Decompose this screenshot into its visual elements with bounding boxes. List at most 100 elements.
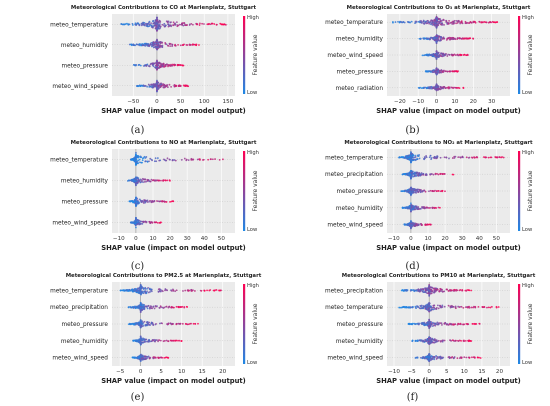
feature-label: meteo_wind_speed	[52, 356, 108, 362]
feature-label: meteo_precipitation	[325, 172, 383, 178]
x-tick-label: 20	[442, 236, 450, 242]
x-tick-label: −20	[394, 99, 406, 105]
shap-point	[177, 322, 180, 325]
shap-point	[459, 322, 462, 325]
shap-point	[139, 310, 142, 313]
shap-point	[159, 66, 161, 69]
shap-point	[421, 54, 424, 57]
feature-label: meteo_wind_speed	[327, 53, 383, 59]
shap-point	[151, 221, 154, 224]
shap-point	[188, 24, 191, 26]
shap-point	[443, 339, 446, 342]
shap-point	[435, 57, 438, 60]
shap-point	[129, 179, 131, 182]
shap-point	[135, 291, 138, 294]
shap-point	[428, 310, 431, 313]
shap-point	[179, 323, 181, 326]
shap-point	[199, 159, 201, 161]
shap-point	[431, 308, 433, 311]
shap-point	[452, 70, 454, 73]
shap-point	[174, 290, 177, 293]
shap-point	[421, 190, 424, 193]
shap-point	[417, 223, 420, 226]
shap-point	[432, 71, 435, 74]
shap-point	[410, 288, 412, 291]
chart-title: Meteorological Contributions to O₃ at Ma…	[347, 5, 531, 11]
shap-point	[155, 19, 158, 22]
shap-point	[410, 225, 412, 228]
shap-point	[410, 177, 412, 180]
shap-point	[442, 339, 445, 342]
colorbar-low-label: Low	[522, 90, 533, 96]
feature-label: meteo_wind_speed	[327, 223, 383, 229]
shap-point	[459, 156, 461, 159]
shap-point	[457, 19, 460, 22]
shap-point	[439, 23, 442, 26]
shap-point	[448, 53, 451, 56]
shap-point	[152, 306, 155, 308]
x-tick-label: 30	[184, 236, 192, 242]
shap-point	[156, 40, 158, 43]
shap-point	[127, 23, 130, 26]
shap-point	[157, 27, 159, 29]
shap-point	[178, 339, 181, 342]
shap-point	[427, 309, 429, 312]
shap-point	[131, 200, 134, 203]
shap-point	[157, 42, 160, 45]
shap-point	[442, 19, 445, 21]
x-axis-label: SHAP value (impact on model output)	[101, 377, 246, 385]
x-axis-label: SHAP value (impact on model output)	[101, 107, 246, 115]
shap-point	[137, 307, 139, 309]
shap-point	[186, 323, 189, 326]
shap-point	[167, 306, 170, 309]
shap-point	[159, 290, 162, 293]
shap-point	[193, 43, 195, 46]
shap-point	[147, 83, 150, 86]
shap-point	[404, 306, 407, 309]
shap-point	[398, 156, 401, 159]
shap-point	[459, 305, 462, 308]
shap-point	[147, 286, 149, 289]
shap-point	[174, 159, 177, 162]
shap-point	[166, 86, 169, 89]
shap-point	[442, 53, 445, 55]
shap-point	[463, 53, 466, 56]
shap-point	[156, 305, 158, 308]
shap-point	[415, 224, 418, 227]
shap-point	[422, 291, 425, 293]
feature-label: meteo_precipitation	[325, 288, 383, 294]
shap-point	[156, 81, 159, 84]
shap-point	[167, 44, 170, 47]
shap-point	[433, 306, 435, 309]
shap-point	[148, 338, 150, 341]
shap-point	[142, 325, 145, 327]
shap-point	[158, 306, 161, 309]
shap-point	[199, 289, 202, 292]
shap-point	[495, 156, 497, 159]
shap-point	[175, 21, 178, 24]
shap-point	[437, 18, 440, 20]
subfigure-caption: (c)	[130, 261, 145, 272]
shap-point	[401, 173, 404, 176]
shap-point	[141, 222, 144, 225]
shap-point	[150, 158, 153, 161]
shap-point	[404, 289, 406, 292]
shap-point	[190, 159, 193, 161]
shap-point	[472, 37, 474, 40]
shap-point	[428, 306, 431, 309]
shap-point	[177, 43, 179, 46]
shap-point	[455, 70, 458, 72]
shap-point	[136, 43, 138, 46]
feature-label: meteo_wind_speed	[52, 221, 108, 227]
x-tick-label: 5	[159, 369, 163, 375]
shap-point	[156, 90, 158, 93]
shap-point	[441, 304, 444, 307]
shap-point	[478, 20, 481, 23]
shap-chart: Meteorological Contributions to NO₂ at M…	[325, 140, 534, 252]
shap-point	[165, 306, 167, 308]
x-tick-label: −10	[113, 236, 125, 242]
shap-point	[162, 62, 165, 65]
shap-point	[180, 306, 183, 309]
feature-label: meteo_humidity	[336, 37, 384, 43]
shap-point	[192, 159, 194, 161]
